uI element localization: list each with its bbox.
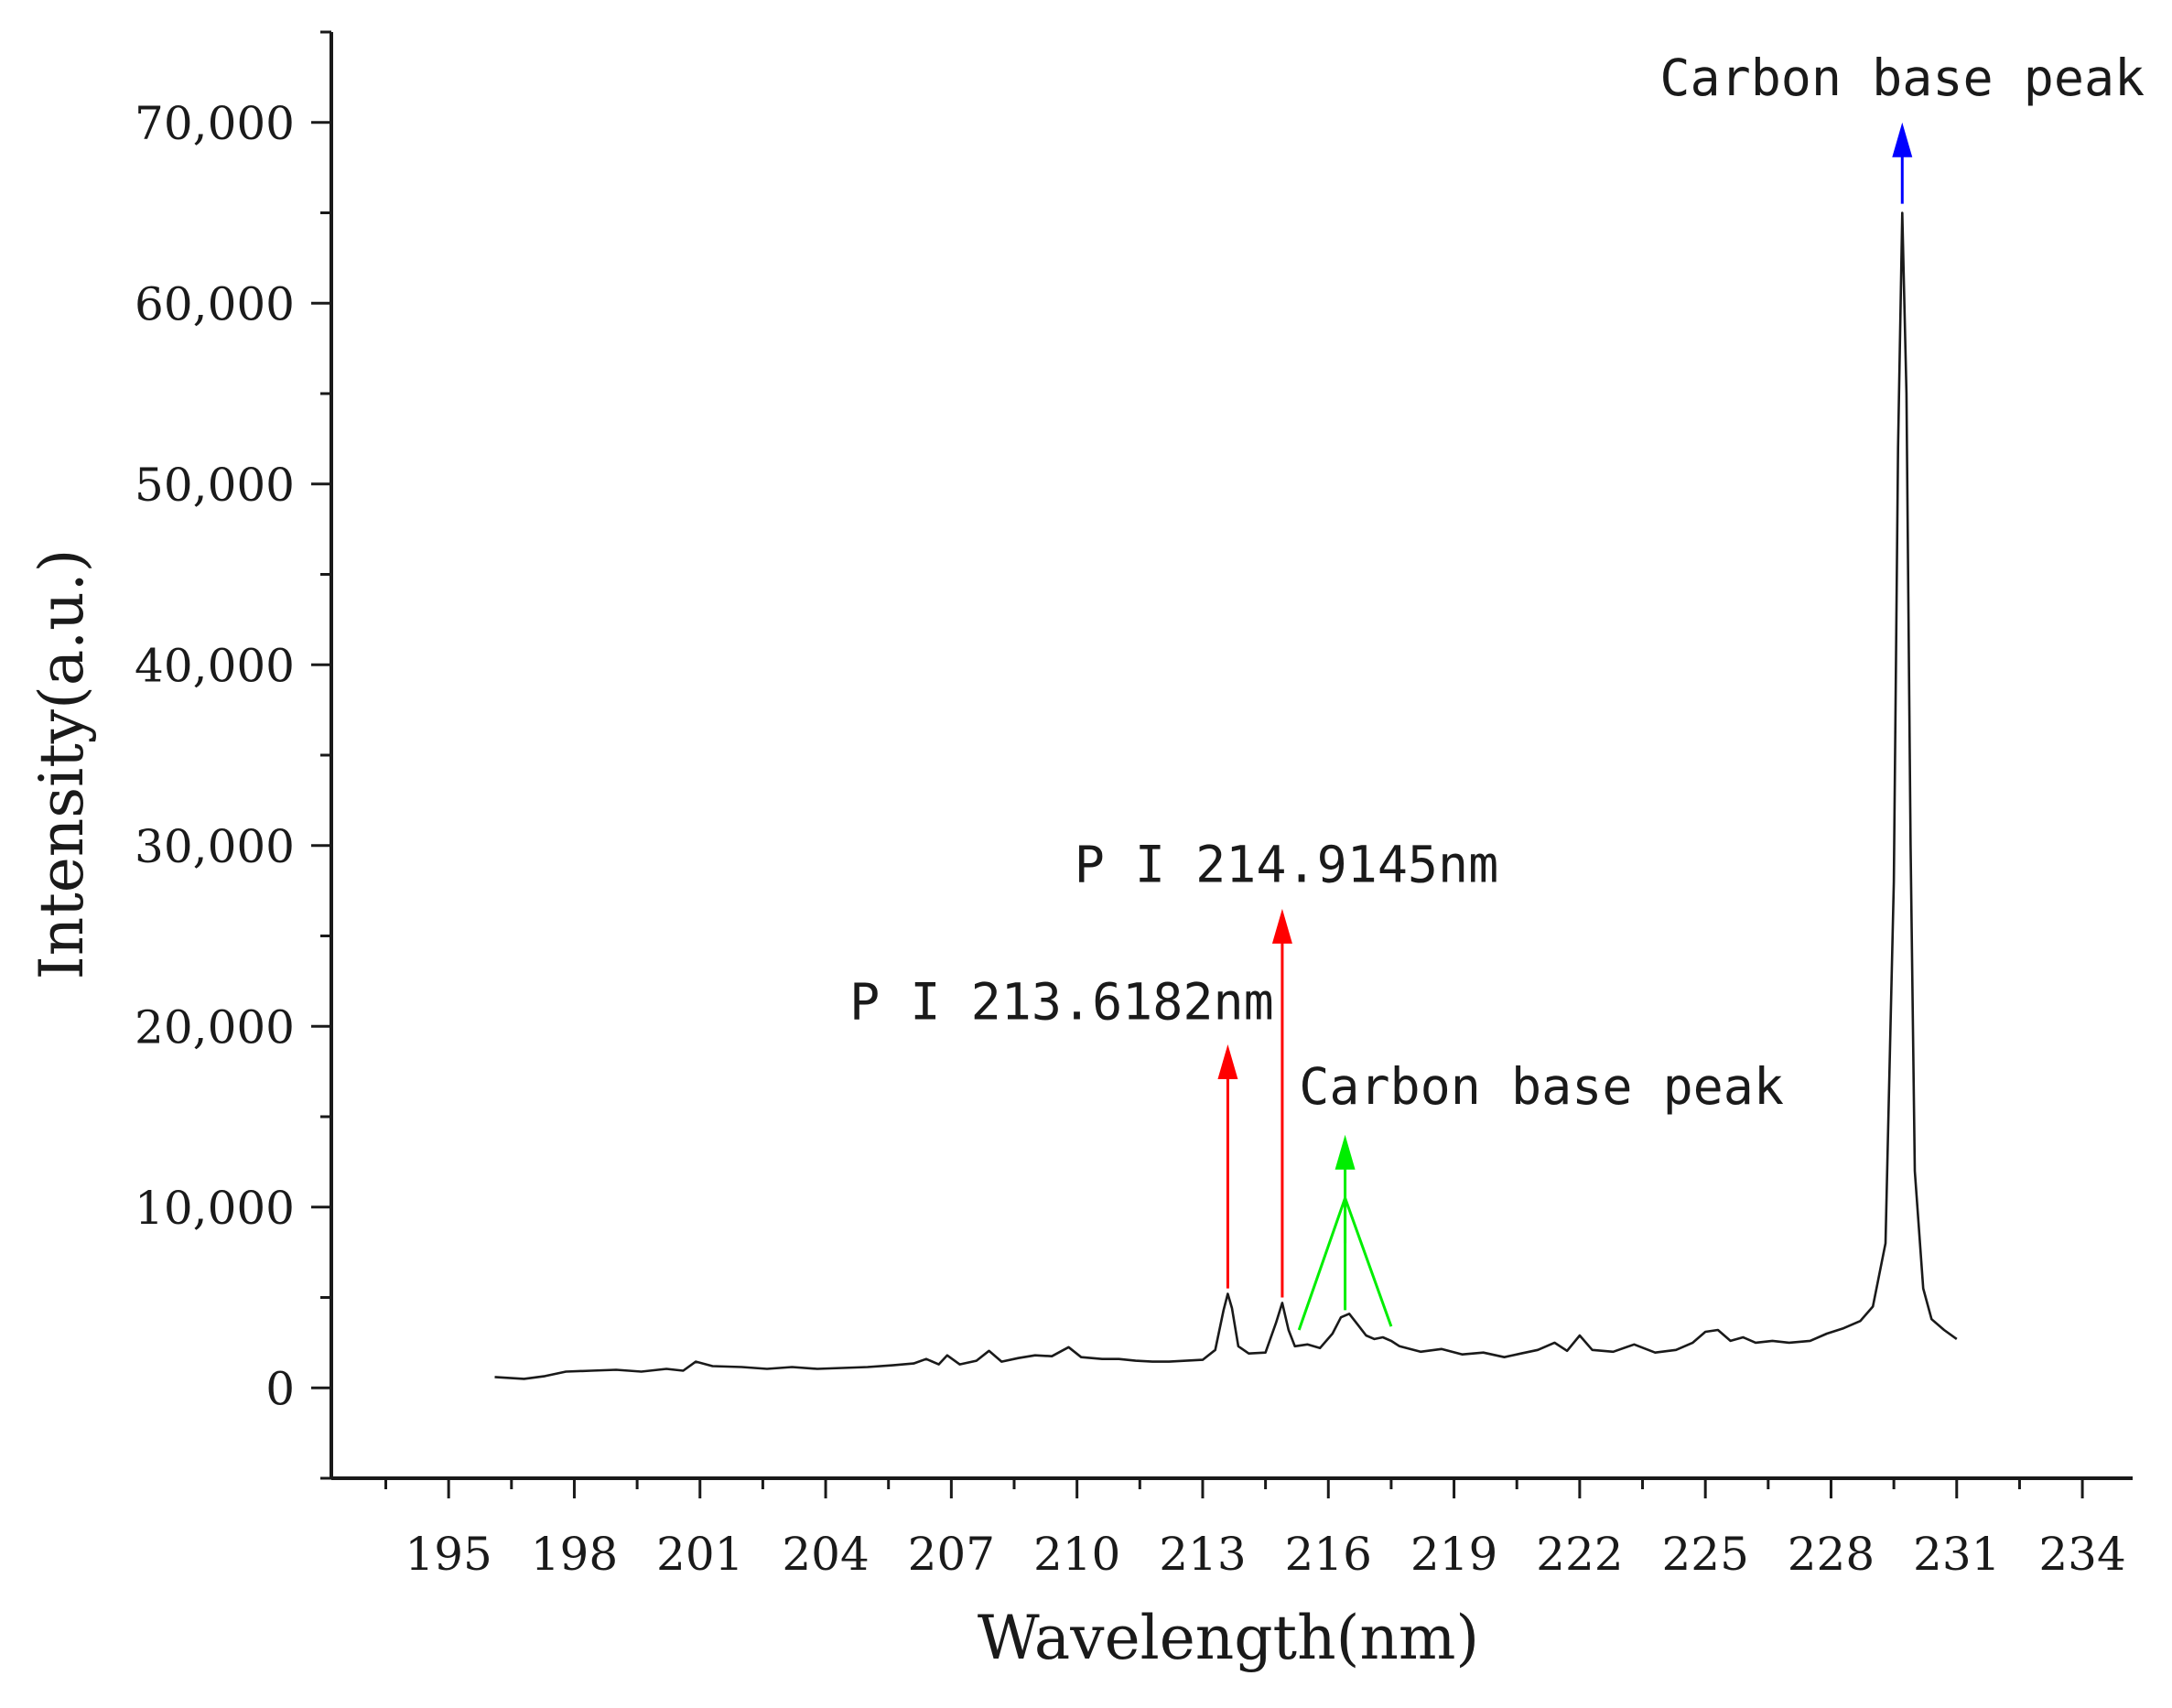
x-tick-label: 210: [1033, 1528, 1120, 1581]
annotation-arrow-head: [1271, 908, 1292, 944]
y-tick-label: 70,000: [135, 97, 295, 150]
y-tick-label: 60,000: [135, 277, 295, 330]
y-tick-label: 20,000: [135, 1000, 295, 1054]
spectrum-line: [494, 211, 1958, 1380]
x-axis-title: Wavelength(nm): [978, 1603, 1479, 1673]
annotation-label: Carbon base peak: [1299, 1057, 1784, 1116]
x-tick-label: 207: [908, 1528, 995, 1581]
annotation-branch-line: [1344, 1197, 1393, 1327]
x-tick-label: 216: [1285, 1528, 1372, 1581]
y-tick-label: 10,000: [135, 1182, 295, 1235]
annotation-branch-line: [1297, 1197, 1346, 1331]
axes: 195 198 201 204 207 210 213 216 219 222 225 228 231 2…: [135, 30, 2133, 1581]
annotations-layer: Carbon base peak P I 214.9145nm P I 213.61…: [849, 49, 2145, 1331]
annotation-label: P I 214.9145nm: [1075, 835, 1499, 893]
x-tick-label: 198: [531, 1528, 618, 1581]
x-tick-label: 213: [1159, 1528, 1246, 1581]
x-tick-label: 219: [1410, 1528, 1497, 1581]
annotation-arrow-head: [1892, 122, 1913, 157]
annotation-label: Carbon base peak: [1659, 49, 2145, 107]
annotation-label: P I 213.6182nm: [849, 972, 1274, 1031]
y-tick-label: 50,000: [135, 459, 295, 512]
x-tick-label: 228: [1788, 1528, 1875, 1581]
y-axis-title: Intensity(a.u.): [27, 549, 97, 980]
y-tick-label: 40,000: [135, 639, 295, 692]
x-tick-label: 231: [1913, 1528, 2000, 1581]
annotation-arrow-head: [1217, 1044, 1238, 1079]
x-tick-label: 204: [782, 1528, 869, 1581]
y-tick-label: 30,000: [135, 820, 295, 873]
x-tick-label: 225: [1661, 1528, 1748, 1581]
x-tick-label: 222: [1536, 1528, 1623, 1581]
y-tick-label: 0: [265, 1362, 295, 1415]
x-tick-label: 201: [656, 1528, 743, 1581]
series-layer: [494, 211, 1958, 1380]
x-tick-label: 195: [405, 1528, 492, 1581]
x-tick-label: 234: [2038, 1528, 2125, 1581]
annotation-arrow-head: [1335, 1134, 1356, 1170]
